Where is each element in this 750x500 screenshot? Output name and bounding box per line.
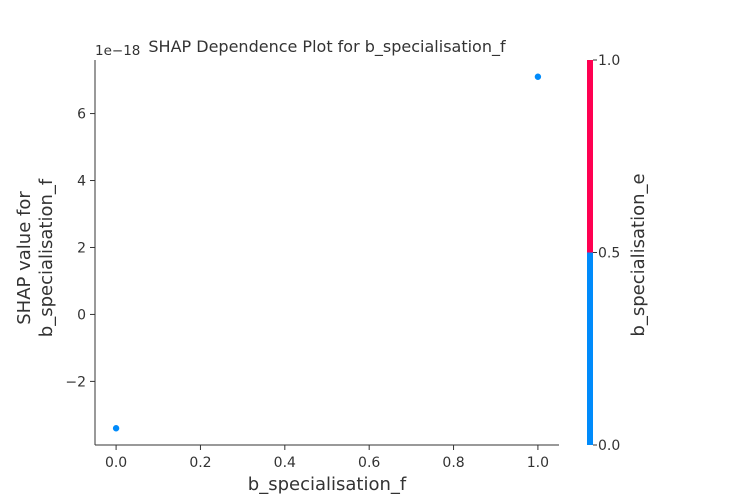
- y-tick-label: 2: [77, 240, 86, 256]
- colorbar-tick-label: 1.0: [598, 53, 620, 69]
- colorbar: [587, 60, 593, 445]
- x-tick-label: 0.8: [442, 455, 464, 471]
- y-tick-label: 6: [77, 107, 86, 123]
- x-tick-label: 0.6: [358, 455, 380, 471]
- y-tick-label: 0: [77, 307, 86, 323]
- y-tick-label: −2: [65, 374, 86, 390]
- data-points: [112, 73, 542, 432]
- chart-title: SHAP Dependence Plot for b_specialisatio…: [148, 37, 506, 57]
- colorbar-tick-label: 0.5: [598, 246, 620, 262]
- x-tick-label: 0.4: [274, 455, 296, 471]
- x-axis-label: b_specialisation_f: [248, 474, 407, 495]
- data-point: [112, 425, 120, 432]
- data-point: [534, 73, 542, 80]
- y-axis-label-line-1: SHAP value for: [14, 191, 35, 325]
- x-tick-label: 0.2: [189, 455, 211, 471]
- colorbar-label: b_specialisation_e: [628, 173, 649, 336]
- colorbar-ticks: 0.0 0.5 1.0: [593, 53, 620, 454]
- y-ticks: −2 0 2 4 6: [65, 107, 95, 390]
- y-axis-label-line-2: b_specialisation_f: [36, 178, 57, 337]
- x-ticks: 0.0 0.2 0.4 0.6 0.8 1.0: [105, 445, 549, 471]
- x-tick-label: 1.0: [527, 455, 549, 471]
- x-tick-label: 0.0: [105, 455, 127, 471]
- colorbar-tick-label: 0.0: [598, 438, 620, 454]
- y-axis-label: SHAP value for b_specialisation_f: [14, 178, 57, 337]
- y-offset-text: 1e−18: [95, 43, 140, 59]
- y-tick-label: 4: [77, 174, 86, 190]
